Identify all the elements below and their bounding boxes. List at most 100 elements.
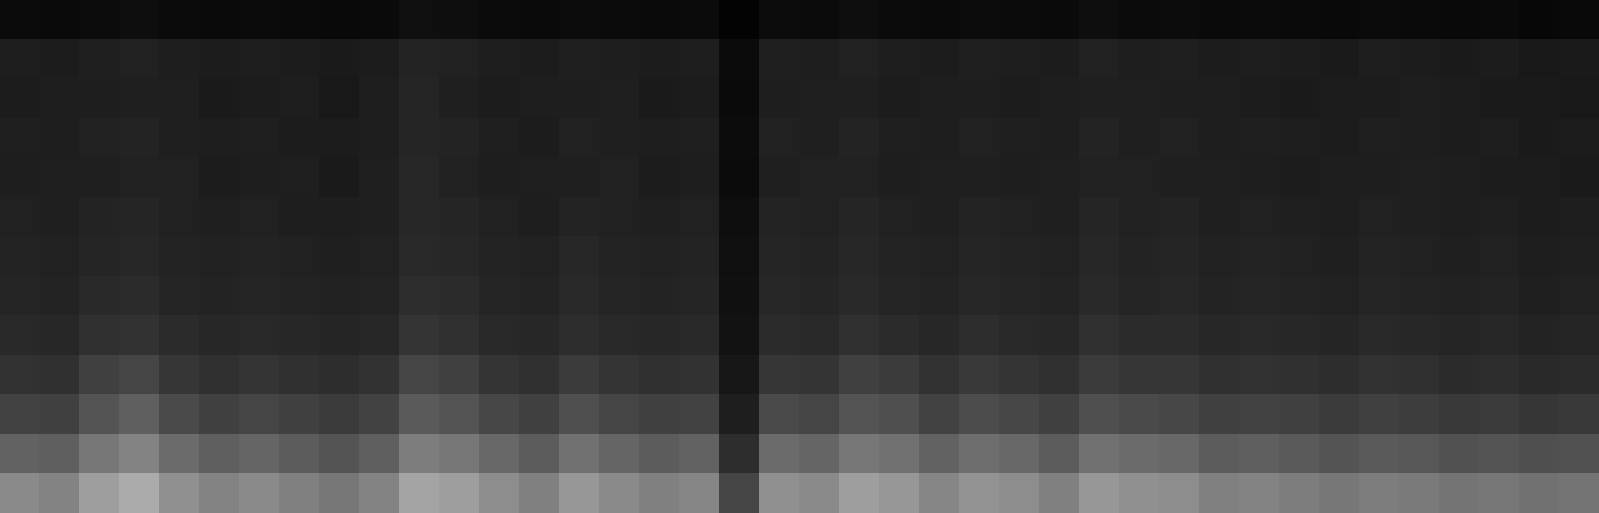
cell: [559, 355, 599, 394]
cell: [1319, 473, 1359, 513]
cell: [1479, 315, 1519, 355]
cell: [879, 315, 919, 355]
cell: [399, 434, 439, 473]
cell: [119, 39, 159, 78]
cell: [999, 276, 1039, 315]
cell: [1439, 0, 1479, 39]
cell: [1079, 0, 1119, 39]
cell: [79, 39, 119, 78]
cell: [519, 355, 559, 394]
cell: [39, 157, 79, 197]
cell: [479, 434, 519, 473]
cell: [1239, 157, 1279, 197]
cell: [1279, 355, 1319, 394]
cell: [639, 0, 679, 39]
cell: [1439, 236, 1479, 276]
cell: [1559, 355, 1599, 394]
cell: [39, 394, 79, 434]
cell: [1239, 276, 1279, 315]
cell: [0, 473, 39, 513]
cell: [159, 118, 199, 157]
cell: [1439, 434, 1479, 473]
cell: [1399, 394, 1439, 434]
cell: [799, 78, 839, 118]
cell: [999, 39, 1039, 78]
cell: [439, 434, 479, 473]
cell: [359, 78, 399, 118]
cell: [1199, 0, 1239, 39]
cell: [1319, 394, 1359, 434]
cell: [1279, 78, 1319, 118]
cell: [0, 0, 39, 39]
cell: [759, 473, 799, 513]
cell: [679, 394, 719, 434]
cell: [1519, 473, 1559, 513]
cell: [279, 39, 319, 78]
cell: [919, 78, 959, 118]
cell: [399, 39, 439, 78]
cell: [639, 39, 679, 78]
cell: [1319, 434, 1359, 473]
cell: [839, 276, 879, 315]
cell: [1239, 355, 1279, 394]
cell: [1279, 473, 1319, 513]
cell: [119, 276, 159, 315]
cell: [79, 236, 119, 276]
cell: [719, 236, 759, 276]
cell: [199, 0, 239, 39]
cell: [639, 157, 679, 197]
cell: [559, 394, 599, 434]
cell: [1279, 0, 1319, 39]
cell: [1159, 197, 1199, 236]
cell: [639, 276, 679, 315]
cell: [319, 473, 359, 513]
cell: [1519, 157, 1559, 197]
cell: [559, 434, 599, 473]
cell: [119, 473, 159, 513]
cell: [719, 197, 759, 236]
cell: [959, 355, 999, 394]
cell: [1039, 355, 1079, 394]
cell: [1279, 276, 1319, 315]
cell: [79, 0, 119, 39]
cell: [1519, 276, 1559, 315]
cell: [879, 394, 919, 434]
cell: [1319, 315, 1359, 355]
cell: [199, 157, 239, 197]
cell: [239, 118, 279, 157]
cell: [959, 197, 999, 236]
cell: [639, 197, 679, 236]
cell: [1479, 276, 1519, 315]
cell: [0, 315, 39, 355]
cell: [1039, 236, 1079, 276]
cell: [1199, 118, 1239, 157]
cell: [119, 157, 159, 197]
cell: [279, 236, 319, 276]
cell: [359, 39, 399, 78]
cell: [279, 355, 319, 394]
cell: [999, 315, 1039, 355]
cell: [919, 315, 959, 355]
cell: [879, 118, 919, 157]
cell: [879, 197, 919, 236]
cell: [1319, 197, 1359, 236]
cell: [839, 118, 879, 157]
cell: [479, 236, 519, 276]
cell: [39, 0, 79, 39]
cell: [1279, 236, 1319, 276]
cell: [519, 434, 559, 473]
cell: [1199, 394, 1239, 434]
cell: [79, 157, 119, 197]
cell: [839, 78, 879, 118]
cell: [1439, 355, 1479, 394]
cell: [799, 434, 839, 473]
cell: [1199, 355, 1239, 394]
cell: [1479, 78, 1519, 118]
cell: [1519, 78, 1559, 118]
cell: [1439, 276, 1479, 315]
cell: [199, 434, 239, 473]
cell: [439, 157, 479, 197]
cell: [1279, 118, 1319, 157]
cell: [359, 473, 399, 513]
cell: [639, 434, 679, 473]
